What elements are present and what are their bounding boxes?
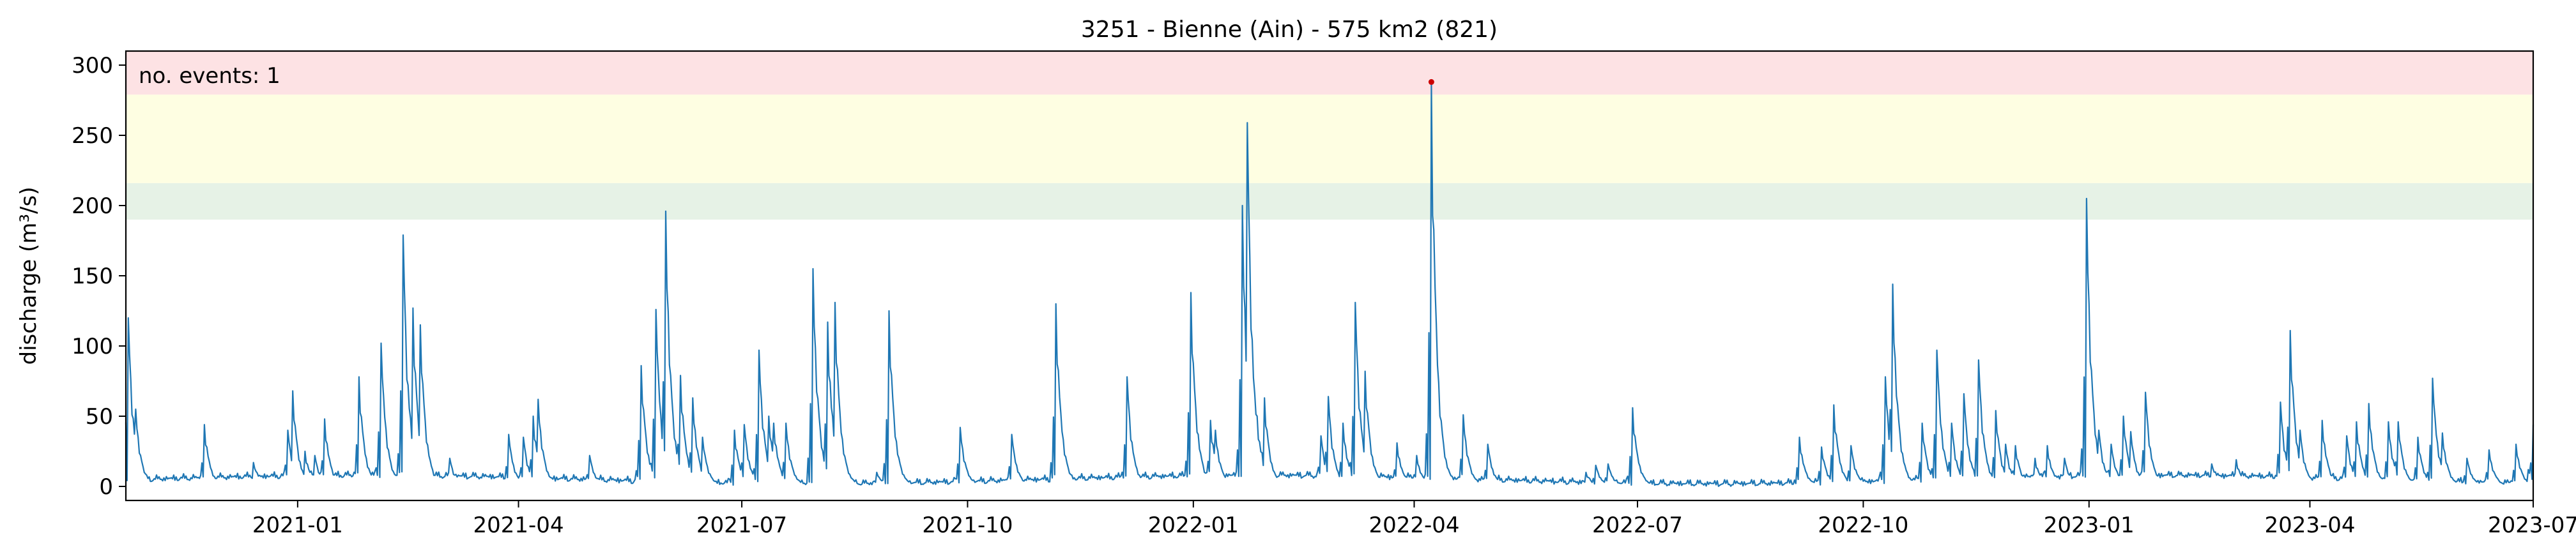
y-axis-ticks: 0 50 100 150 200 250 300: [72, 53, 126, 500]
x-axis-ticks: 2021-01 2021-04 2021-07 2021-10 2022-01 2022-…: [252, 500, 2576, 538]
x-tick-label: 2022-01: [1148, 513, 1239, 538]
y-tick-label: 150: [72, 264, 113, 289]
plot-frame: [125, 50, 2534, 502]
x-tick-label: 2021-07: [696, 513, 787, 538]
x-tick-label: 2022-04: [1368, 513, 1459, 538]
x-tick-label: 2023-01: [2044, 513, 2135, 538]
y-tick-label: 200: [72, 193, 113, 219]
y-tick-label: 300: [72, 53, 113, 79]
discharge-series-line: [125, 81, 2534, 487]
x-tick-label: 2022-07: [1592, 513, 1683, 538]
x-tick-label: 2023-07: [2488, 513, 2576, 538]
y-tick-label: 100: [72, 334, 113, 359]
y-axis-label: discharge (m³/s): [16, 187, 42, 365]
threshold-bands: [126, 51, 2533, 220]
threshold-band: [126, 183, 2533, 220]
chart-title: 3251 - Bienne (Ain) - 575 km2 (821): [1081, 17, 1498, 43]
threshold-band: [126, 51, 2533, 95]
x-tick-label: 2021-01: [252, 513, 343, 538]
x-tick-label: 2021-04: [473, 513, 564, 538]
x-tick-label: 2021-10: [922, 513, 1013, 538]
event-marker: [1428, 79, 1434, 85]
y-tick-label: 250: [72, 123, 113, 149]
event-count-annotation: no. events: 1: [139, 63, 280, 89]
x-tick-label: 2022-10: [1818, 513, 1908, 538]
x-tick-label: 2023-04: [2264, 513, 2355, 538]
y-tick-label: 50: [86, 404, 113, 430]
threshold-band: [126, 94, 2533, 183]
event-markers: [1428, 79, 1434, 85]
y-tick-label: 0: [99, 474, 113, 500]
